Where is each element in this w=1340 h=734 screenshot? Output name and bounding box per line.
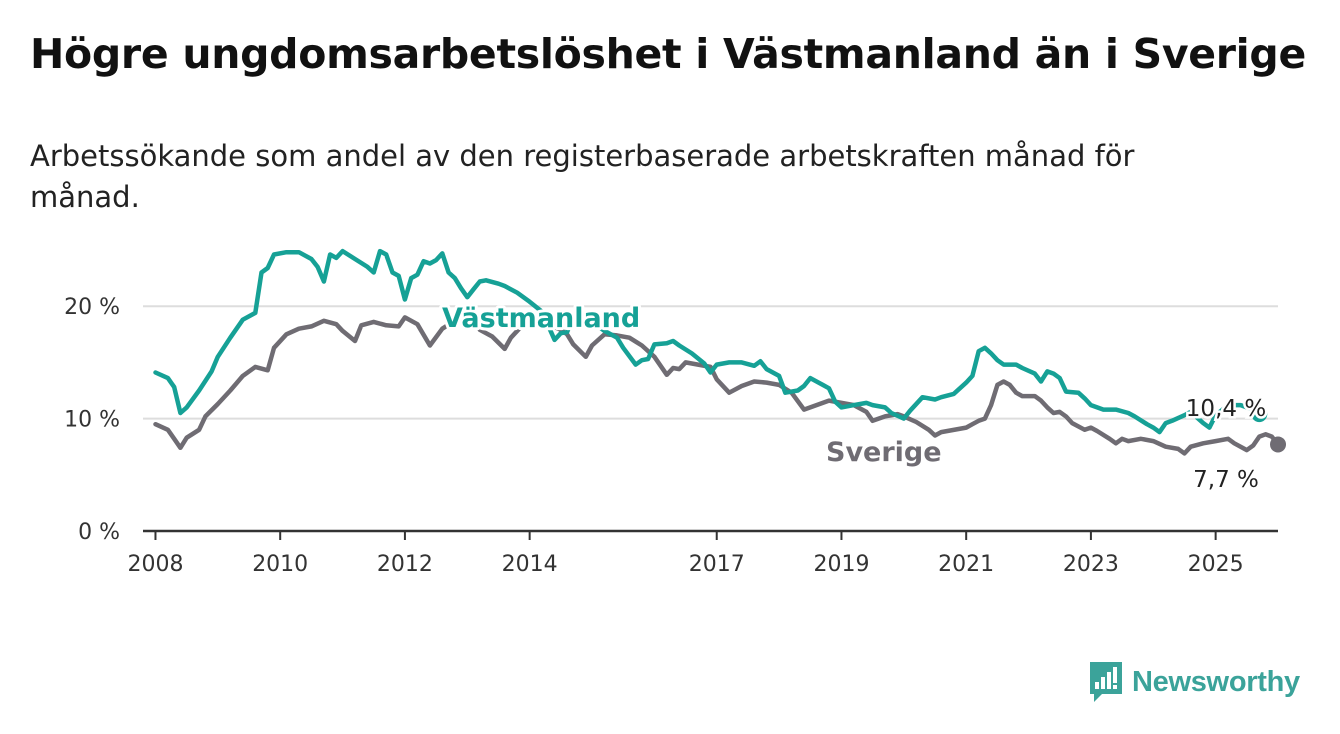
x-axis: 2008 2010 2012 2014 2017 2019 2021 2023 2025	[127, 529, 1278, 577]
x-tick-label: 2021	[938, 552, 994, 577]
sverige-line	[153, 314, 1281, 456]
x-tick-label: 2008	[127, 552, 183, 577]
series-labels: Västmanland Sverige 10,4 % 7,7 %	[439, 300, 1269, 496]
chart-title: Högre ungdomsarbetslöshet i Västmanland …	[30, 30, 1306, 78]
series-label-sverige: Sverige	[826, 437, 942, 468]
x-tick-label: 2010	[252, 552, 308, 577]
x-tick-label: 2019	[813, 552, 869, 577]
y-tick-label: 0 %	[78, 520, 120, 545]
gridlines	[143, 305, 1278, 420]
y-tick-label: 10 %	[64, 408, 120, 433]
line-chart: 2008 2010 2012 2014 2017 2019 2021 2023 2025 0 %…	[64, 248, 1286, 577]
newsworthy-logo: Newsworthy	[1088, 660, 1300, 704]
series-lines	[153, 248, 1286, 456]
x-tick-label: 2023	[1063, 552, 1119, 577]
vastmanland-line	[153, 248, 1262, 435]
series-label-vastmanland: Västmanland	[442, 303, 640, 334]
logo-text: Newsworthy	[1132, 665, 1300, 698]
y-axis-ticks: 0 % 10 % 20 %	[64, 295, 120, 545]
end-label-sverige: 7,7 %	[1193, 467, 1259, 493]
x-tick-label: 2025	[1188, 552, 1244, 577]
x-tick-label: 2012	[377, 552, 433, 577]
end-label-vastmanland: 10,4 %	[1186, 396, 1266, 422]
sverige-end-point	[1270, 436, 1286, 453]
vastmanland-end-point	[1251, 406, 1268, 423]
bar-chart-speech-bubble-icon	[1090, 662, 1122, 702]
chart-subtitle: Arbetssökande som andel av den registerb…	[30, 139, 1135, 214]
x-tick-label: 2014	[502, 552, 558, 577]
x-tick-label: 2017	[689, 552, 745, 577]
y-tick-label: 20 %	[64, 295, 120, 320]
